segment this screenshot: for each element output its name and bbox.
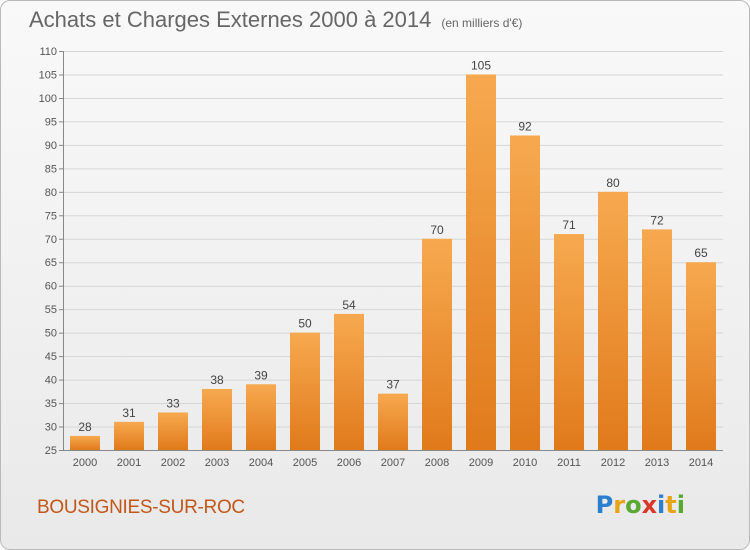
y-tick-label: 35	[45, 398, 57, 410]
y-tick-label: 95	[45, 116, 57, 128]
x-tick-label: 2001	[117, 457, 141, 469]
bars	[70, 74, 716, 451]
bar	[466, 74, 496, 451]
x-tick-label: 2013	[645, 457, 669, 469]
bar	[202, 388, 232, 450]
bar	[114, 421, 144, 450]
town-name: BOUSIGNIES-SUR-ROC	[37, 497, 245, 518]
bar	[246, 384, 276, 450]
x-tick-label: 2011	[557, 457, 581, 469]
bar-value-label: 37	[386, 378, 400, 392]
x-tick-label: 2003	[205, 457, 229, 469]
y-tick-label: 80	[45, 187, 57, 199]
x-tick-label: 2009	[469, 457, 493, 469]
bar	[686, 262, 716, 450]
y-tick-label: 50	[45, 328, 57, 340]
bar-value-label: 31	[122, 406, 136, 420]
y-tick-label: 75	[45, 210, 57, 222]
x-tick-label: 2006	[337, 457, 361, 469]
x-tick-labels: 2000 2001 2002 2003 2004 2005 2006 2007 2008 2009…	[73, 457, 713, 469]
bar-value-label: 71	[562, 218, 576, 232]
x-tick-label: 2005	[293, 457, 317, 469]
chart-unit: (en milliers d'€)	[441, 16, 523, 30]
bar	[70, 435, 100, 450]
bar-value-label: 54	[342, 298, 356, 312]
bar	[598, 191, 628, 450]
y-tick-label: 100	[39, 93, 57, 105]
y-tick-labels: 25 30 35 40 45 50 55 60 65 70 75 80 85 90 95 100 105 110	[39, 46, 57, 457]
x-tick-label: 2007	[381, 457, 405, 469]
bar-value-label: 105	[471, 58, 491, 72]
bar	[334, 313, 364, 450]
y-tick-label: 110	[39, 46, 57, 58]
bar-value-label: 28	[78, 420, 92, 434]
y-tick-label: 40	[45, 375, 57, 387]
value-labels: 28 31 33 38 39 50 54 37 70 105 92 71 80 72 65	[78, 58, 708, 433]
bar-value-label: 92	[518, 119, 532, 133]
bar-value-label: 70	[430, 223, 444, 237]
bar-value-label: 33	[166, 396, 180, 410]
bar-value-label: 65	[694, 246, 708, 260]
x-tick-label: 2002	[161, 457, 185, 469]
bar-value-label: 50	[298, 317, 312, 331]
bar-value-label: 80	[606, 176, 620, 190]
axes	[63, 51, 723, 451]
y-tick-label: 25	[45, 445, 57, 457]
chart-title-text: Achats et Charges Externes 2000 à 2014	[29, 7, 432, 32]
bar	[642, 229, 672, 450]
bar-value-label: 39	[254, 368, 268, 382]
y-tick-label: 90	[45, 140, 57, 152]
y-tick-label: 70	[45, 234, 57, 246]
bar	[510, 135, 540, 450]
x-tick-label: 2004	[249, 457, 273, 469]
chart-title: Achats et Charges Externes 2000 à 2014 (e…	[29, 7, 522, 33]
x-tick-label: 2014	[689, 457, 713, 469]
bar-value-label: 72	[650, 213, 664, 227]
bar	[158, 412, 188, 450]
x-tick-label: 2000	[73, 457, 97, 469]
y-tick-label: 85	[45, 163, 57, 175]
bar-value-label: 38	[210, 373, 224, 387]
y-tick-label: 30	[45, 422, 57, 434]
x-tick-label: 2008	[425, 457, 449, 469]
bar	[378, 393, 408, 450]
y-tick-label: 65	[45, 257, 57, 269]
brand-logo: Proxiti	[595, 491, 685, 519]
y-tick-label: 105	[39, 69, 57, 81]
y-tick-label: 60	[45, 281, 57, 293]
y-tick-label: 45	[45, 351, 57, 363]
bar	[554, 234, 584, 450]
y-tick-label: 55	[45, 304, 57, 316]
x-tick-label: 2010	[513, 457, 537, 469]
bar	[290, 332, 320, 450]
bar	[422, 238, 452, 450]
x-tick-label: 2012	[601, 457, 625, 469]
